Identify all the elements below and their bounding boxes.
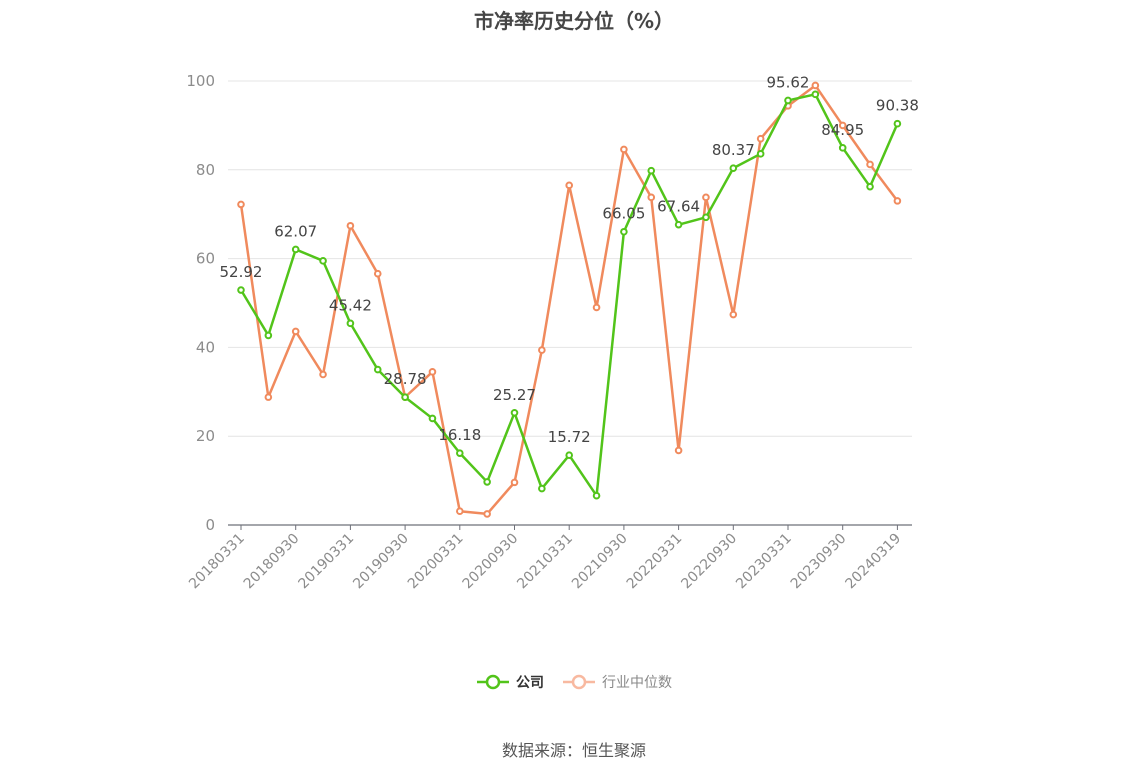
data-label: 25.27 [493, 386, 536, 404]
source-note: 数据来源：恒生聚源 [501, 741, 646, 760]
data-point-industry [346, 221, 355, 230]
data-point-industry [620, 145, 628, 154]
data-point-company [893, 119, 902, 128]
data-label: 62.07 [274, 222, 317, 240]
data-point-company [565, 451, 574, 460]
data-point-company [319, 257, 327, 265]
data-point-industry [893, 197, 902, 205]
legend-item-company[interactable]: 公司 [476, 672, 544, 692]
data-point-company [264, 331, 273, 340]
grid-layer [228, 80, 912, 437]
data-point-industry [291, 327, 300, 336]
data-label: 95.62 [767, 73, 810, 91]
y-tick-label: 0 [205, 516, 215, 534]
data-point-company [237, 286, 245, 294]
data-point-industry [702, 193, 710, 202]
data-point-industry [237, 200, 245, 209]
data-point-company [702, 213, 710, 222]
data-point-company [620, 227, 628, 236]
data-point-industry [729, 310, 738, 319]
data-point-company [428, 414, 437, 423]
legend-label-industry: 行业中位数 [602, 675, 672, 691]
y-tick-label: 20 [196, 427, 215, 445]
x-tick-label: 20210930 [569, 531, 631, 593]
data-label: 16.18 [438, 426, 481, 444]
data-label: 15.72 [548, 428, 591, 446]
data-label: 45.42 [329, 296, 372, 314]
legend-marker-industry [563, 674, 595, 690]
data-point-company [538, 484, 546, 493]
data-point-company [483, 478, 491, 486]
data-point-company [592, 491, 601, 500]
x-tick-label: 20230930 [788, 531, 850, 593]
legend[interactable]: 公司 行业中位数 [0, 672, 1148, 692]
data-point-industry [373, 269, 382, 278]
legend-marker-company [477, 674, 509, 690]
y-tick-label: 60 [196, 250, 215, 268]
data-point-industry [428, 368, 437, 376]
legend-item-industry[interactable]: 行业中位数 [562, 672, 672, 692]
data-point-industry [264, 393, 273, 401]
data-label: 67.64 [657, 198, 700, 216]
data-point-company [811, 90, 820, 99]
data-point-industry [756, 134, 765, 143]
data-point-industry [483, 510, 491, 518]
data-point-industry [456, 507, 464, 516]
data-point-company [674, 220, 683, 229]
data-point-industry [592, 303, 601, 312]
data-label: 80.37 [712, 141, 755, 159]
data-label: 84.95 [821, 121, 864, 139]
data-label: 66.05 [602, 205, 645, 223]
x-tick-label: 20210331 [514, 531, 576, 593]
x-tick-label: 20240319 [843, 531, 905, 593]
data-point-industry [811, 81, 820, 90]
series-layer [237, 81, 902, 518]
data-point-company [346, 319, 355, 328]
data-point-company [291, 245, 300, 254]
label-layer: 52.92 62.07 45.42 28.78 16.18 25.27 15.72 66.05… [220, 73, 919, 446]
data-point-industry [538, 346, 546, 354]
data-label: 28.78 [384, 370, 427, 388]
x-tick-label: 20220930 [678, 531, 740, 593]
data-point-company [401, 393, 409, 402]
data-label: 90.38 [876, 97, 919, 115]
data-point-company [838, 144, 847, 152]
x-tick-label: 20220331 [624, 531, 686, 593]
data-point-company [373, 365, 382, 374]
x-tick-label: 20200930 [460, 531, 522, 593]
x-tick-label: 20190930 [350, 531, 412, 593]
x-tick-label: 20200331 [405, 531, 467, 593]
data-point-industry [838, 121, 847, 130]
data-point-industry [319, 370, 327, 379]
data-point-company [456, 449, 464, 457]
x-tick-label: 20180930 [241, 531, 303, 593]
legend-label-company: 公司 [516, 675, 544, 691]
data-point-industry [647, 193, 656, 202]
data-point-industry [674, 446, 683, 455]
data-label: 52.92 [220, 263, 263, 281]
data-point-industry [510, 478, 519, 487]
x-tick-label: 20180331 [186, 531, 248, 593]
chart-title: 市净率历史分位（%） [473, 9, 675, 33]
data-point-company [784, 96, 792, 105]
data-point-industry [866, 160, 874, 169]
data-point-company [866, 182, 874, 191]
y-tick-label: 40 [196, 338, 215, 356]
y-tick-label: 80 [196, 161, 215, 179]
y-tick-label: 100 [186, 72, 215, 90]
data-point-company [756, 150, 765, 158]
data-point-industry [565, 181, 574, 190]
x-tick-label: 20190331 [296, 531, 358, 593]
data-point-company [647, 166, 656, 175]
data-point-company [729, 164, 738, 172]
x-tick-label: 20230331 [733, 531, 795, 593]
data-point-company [510, 409, 519, 417]
